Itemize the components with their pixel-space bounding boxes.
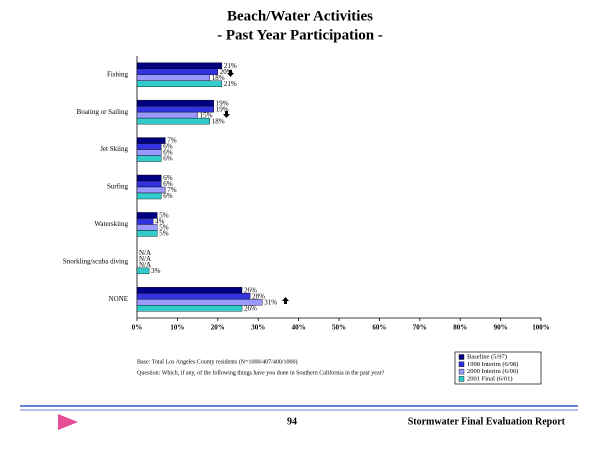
bar [136, 68, 219, 75]
up-arrow [282, 297, 289, 304]
x-tick-label: 100% [532, 324, 550, 332]
legend-label: 1998 Interim (6/98) [467, 361, 518, 368]
data-label: 6% [163, 155, 173, 163]
data-label: N/A [139, 255, 151, 263]
data-label: 19% [216, 105, 229, 113]
legend-label: 2000 Interim (6/00) [467, 368, 518, 375]
y-tick-label: Boating or Sailing [77, 108, 129, 116]
x-tick-label: 0% [132, 324, 143, 332]
bar [136, 99, 214, 107]
data-label: 28% [252, 292, 265, 300]
bar [136, 293, 251, 300]
bar [136, 305, 243, 312]
legend-box [454, 351, 542, 385]
data-label: 6% [163, 143, 173, 151]
data-label: 18% [212, 117, 225, 125]
data-label: 7% [167, 137, 177, 145]
data-label: 6% [163, 192, 173, 200]
x-tick-label: 80% [453, 324, 467, 332]
y-tick-label: Waterskiing [94, 220, 128, 228]
data-label: 5% [159, 212, 169, 220]
legend-swatch [458, 354, 465, 360]
bar [136, 111, 198, 119]
page-number: 94 [287, 416, 297, 427]
down-arrow [227, 70, 234, 77]
x-tick-label: 60% [372, 324, 386, 332]
x-tick-label: 20% [211, 324, 225, 332]
base-note: Base: Total Los Angeles County residents… [137, 358, 298, 365]
bar [136, 224, 158, 231]
data-label: 19% [216, 99, 229, 107]
plot-area: 0% 10% 20% 30% 40% 50% 60% 70% 80% 90% 100% Fishing… [63, 56, 550, 332]
bar [136, 74, 210, 81]
data-label: 6% [163, 180, 173, 188]
data-label: 3% [151, 267, 161, 275]
data-label: 21% [224, 62, 237, 70]
down-arrow [223, 111, 230, 118]
y-tick-label: Snorkling/scuba diving [63, 257, 129, 265]
data-label: 18% [212, 74, 225, 82]
data-label: 21% [224, 80, 237, 88]
data-label: 5% [159, 224, 169, 232]
data-label: 4% [155, 218, 165, 226]
bar [136, 287, 243, 294]
bar [136, 212, 158, 219]
legend-swatch [458, 376, 465, 382]
chart-title: Beach/Water Activities [227, 8, 373, 24]
legend-label: 2001 Final (6/01) [467, 375, 513, 382]
y-tick-label: Fishing [107, 70, 129, 78]
legend-swatch [458, 368, 465, 375]
bar [136, 174, 162, 182]
bar [136, 62, 223, 69]
x-tick-label: 90% [494, 324, 508, 332]
data-label: 7% [167, 186, 177, 194]
x-tick-label: 70% [413, 324, 427, 332]
bar [136, 218, 154, 225]
data-label: 31% [264, 298, 277, 306]
bar [136, 230, 158, 237]
bar [136, 80, 223, 87]
bar [136, 186, 166, 194]
data-label: 26% [244, 304, 257, 312]
y-tick-label: Jet Skiing [100, 145, 128, 153]
data-label: N/A [139, 261, 151, 269]
legend-swatch [458, 361, 465, 367]
x-tick-label: 40% [292, 324, 306, 332]
bar [136, 149, 162, 156]
legend-label: Baseline (5/97) [467, 353, 507, 360]
bar [136, 192, 162, 200]
question-note: Question: Which, if any, of the followin… [137, 369, 385, 376]
data-label: 15% [200, 111, 213, 119]
logo [58, 414, 78, 430]
bar [136, 180, 162, 188]
data-label: N/A [139, 249, 151, 257]
data-label: 5% [159, 230, 169, 238]
x-tick-label: 50% [332, 324, 346, 332]
bar [136, 143, 162, 150]
bar [136, 137, 166, 144]
bar [136, 155, 162, 162]
report-title: Stormwater Final Evaluation Report [408, 416, 566, 427]
bar [136, 117, 210, 125]
data-label: 26% [244, 286, 257, 294]
x-tick-label: 30% [251, 324, 265, 332]
chart-subtitle: - Past Year Participation - [217, 27, 383, 43]
bar [136, 267, 150, 275]
y-tick-label: Surfing [107, 183, 129, 191]
legend: Baseline (5/97)1998 Interim (6/98)2000 I… [458, 353, 518, 382]
x-tick-label: 10% [170, 324, 184, 332]
data-label: 20% [220, 68, 233, 76]
y-tick-label: NONE [109, 295, 128, 303]
data-label: 6% [163, 149, 173, 157]
data-label: 6% [163, 174, 173, 182]
